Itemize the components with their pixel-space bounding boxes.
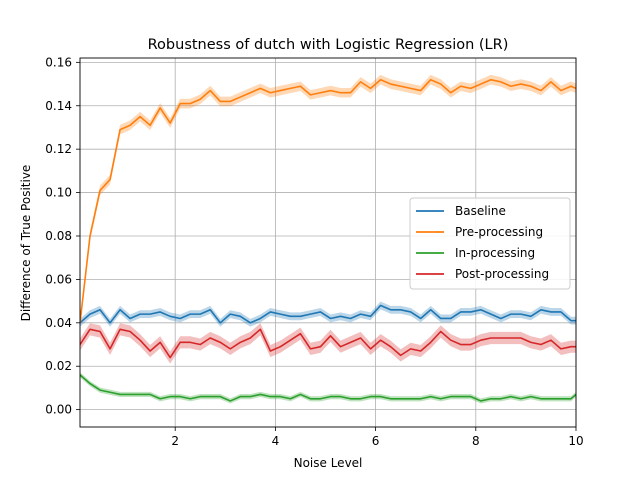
legend-label: Pre-processing [455, 225, 543, 239]
x-tick-label: 8 [472, 434, 480, 448]
series-band-2 [80, 372, 576, 404]
legend-label: Baseline [455, 204, 506, 218]
y-tick-label: 0.04 [45, 316, 72, 330]
series-line-pre-processing [80, 78, 576, 323]
series-line-post-processing [80, 328, 576, 359]
series-line-in-processing [80, 374, 576, 402]
y-tick-label: 0.02 [45, 359, 72, 373]
legend-label: In-processing [455, 246, 535, 260]
series-band-0 [80, 301, 576, 327]
x-tick-label: 2 [171, 434, 179, 448]
legend: Baseline Pre-processing In-processing Post-… [409, 197, 571, 290]
y-tick-label: 0.14 [45, 99, 72, 113]
series-line-baseline [80, 304, 576, 324]
x-tick-label: 10 [568, 434, 583, 448]
x-axis-label: Noise Level [294, 456, 363, 470]
y-tick-label: 0.06 [45, 272, 72, 286]
x-tick-label: 4 [272, 434, 280, 448]
y-tick-label: 0.00 [45, 403, 72, 417]
chart-title: Robustness of dutch with Logistic Regres… [148, 37, 509, 53]
y-axis-label: Difference of True Positive [19, 165, 33, 322]
y-tick-label: 0.08 [45, 229, 72, 243]
y-tick-label: 0.10 [45, 186, 72, 200]
y-tick-label: 0.12 [45, 142, 72, 156]
legend-box [409, 197, 571, 290]
axes-frame [79, 57, 577, 428]
x-tick-label: 6 [372, 434, 380, 448]
y-tick-label: 0.16 [45, 55, 72, 69]
series-band-3 [80, 323, 576, 364]
legend-label: Post-processing [455, 267, 549, 281]
